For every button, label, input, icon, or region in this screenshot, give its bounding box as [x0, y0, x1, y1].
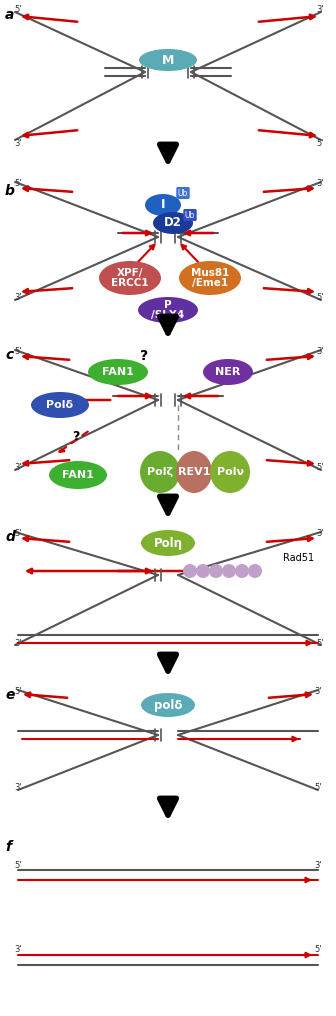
Text: 5': 5'	[14, 5, 22, 14]
Text: Polζ: Polζ	[147, 467, 173, 477]
Text: Polν: Polν	[216, 467, 244, 477]
Text: 5': 5'	[14, 347, 22, 357]
Text: 5': 5'	[14, 861, 22, 870]
Text: 5': 5'	[314, 946, 322, 954]
Text: 5': 5'	[316, 138, 324, 147]
Text: f: f	[5, 840, 11, 854]
Ellipse shape	[31, 392, 89, 418]
Text: Rad51: Rad51	[283, 553, 314, 563]
Text: 3': 3'	[14, 138, 22, 147]
Text: P
/SLX4: P /SLX4	[152, 300, 184, 320]
Text: 3': 3'	[316, 529, 324, 538]
Ellipse shape	[141, 693, 195, 717]
Text: polδ: polδ	[154, 699, 182, 711]
Ellipse shape	[203, 359, 253, 385]
Text: 3': 3'	[14, 638, 22, 647]
Circle shape	[248, 564, 262, 578]
Text: d: d	[5, 530, 15, 544]
Text: Polδ: Polδ	[46, 400, 74, 410]
Text: ?: ?	[140, 350, 148, 363]
Text: 3': 3'	[314, 688, 322, 697]
Text: Ub: Ub	[178, 189, 188, 197]
Ellipse shape	[99, 261, 161, 295]
Ellipse shape	[141, 530, 195, 556]
Text: 5': 5'	[314, 783, 322, 792]
Text: 3': 3'	[314, 861, 322, 870]
Text: M: M	[162, 54, 174, 66]
Text: XPF/
ERCC1: XPF/ ERCC1	[111, 267, 149, 289]
Text: 5': 5'	[316, 638, 324, 647]
Text: 5': 5'	[14, 529, 22, 538]
Text: 3': 3'	[14, 783, 22, 792]
Circle shape	[209, 564, 223, 578]
Text: Ub: Ub	[185, 210, 195, 219]
Text: Mus81
/Eme1: Mus81 /Eme1	[191, 267, 229, 289]
Text: e: e	[5, 688, 14, 702]
Text: b: b	[5, 184, 15, 198]
Text: 5': 5'	[316, 294, 324, 303]
Text: c: c	[5, 348, 13, 362]
Text: NER: NER	[215, 367, 241, 377]
Ellipse shape	[153, 212, 193, 234]
Ellipse shape	[176, 451, 212, 493]
Text: I: I	[161, 198, 165, 211]
Text: REV1: REV1	[178, 467, 210, 477]
Text: 3': 3'	[14, 946, 22, 954]
Text: ?: ?	[72, 430, 79, 443]
Ellipse shape	[210, 451, 250, 493]
Circle shape	[196, 564, 210, 578]
Ellipse shape	[88, 359, 148, 385]
Text: Polη: Polη	[154, 536, 182, 550]
Text: a: a	[5, 8, 14, 22]
Text: 3': 3'	[316, 347, 324, 357]
Ellipse shape	[138, 297, 198, 323]
Text: 5': 5'	[14, 180, 22, 189]
Text: 3': 3'	[14, 294, 22, 303]
Text: 5': 5'	[316, 463, 324, 472]
Text: 3': 3'	[316, 5, 324, 14]
Text: 3': 3'	[316, 180, 324, 189]
Text: FAN1: FAN1	[102, 367, 134, 377]
Circle shape	[235, 564, 249, 578]
Text: 3': 3'	[14, 463, 22, 472]
Ellipse shape	[145, 194, 181, 216]
Text: D2: D2	[164, 216, 182, 230]
Ellipse shape	[139, 49, 197, 71]
Ellipse shape	[179, 261, 241, 295]
Circle shape	[222, 564, 236, 578]
Ellipse shape	[49, 461, 107, 489]
Text: 5': 5'	[14, 688, 22, 697]
Text: FAN1: FAN1	[62, 470, 94, 480]
Circle shape	[183, 564, 197, 578]
Ellipse shape	[140, 451, 180, 493]
